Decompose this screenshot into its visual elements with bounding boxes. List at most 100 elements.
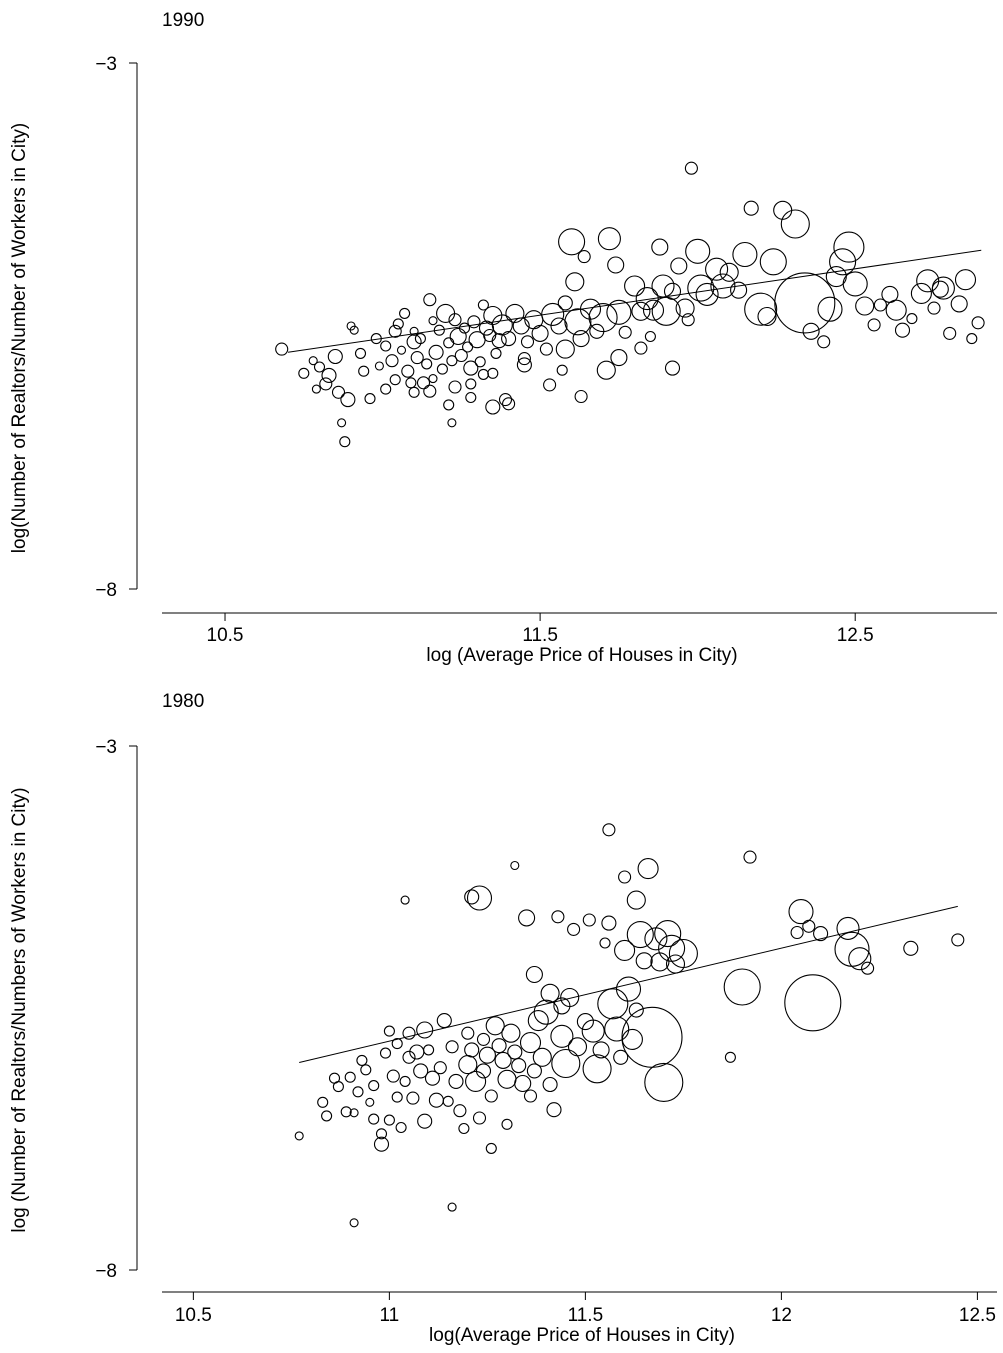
- bubble-point: [836, 916, 860, 940]
- bubble-point: [374, 361, 384, 371]
- bubble-point: [602, 823, 616, 837]
- bubble-point: [687, 274, 715, 302]
- chart-title-1990: 1990: [162, 10, 204, 31]
- bubble-point: [465, 1070, 487, 1092]
- bubble-point: [428, 374, 438, 384]
- bubble-point: [626, 890, 646, 910]
- bubble-point: [402, 1026, 416, 1040]
- bubble-point: [386, 1069, 400, 1083]
- bubble-point: [927, 301, 941, 315]
- bubble-point: [340, 1106, 352, 1118]
- bubble-point: [873, 298, 887, 312]
- bubble-point: [588, 303, 618, 333]
- bubble-point: [724, 1051, 736, 1063]
- bubble-point: [592, 1041, 610, 1059]
- bubble-point: [894, 322, 911, 338]
- bubble-point: [867, 318, 881, 332]
- bubble-point: [881, 285, 899, 303]
- bubble-point: [695, 282, 719, 306]
- bubble-point: [408, 386, 420, 398]
- bubble-point: [596, 360, 616, 380]
- bubble-point: [477, 368, 489, 380]
- bubble-point: [774, 272, 836, 334]
- bubble-point: [802, 322, 820, 340]
- bubble-point: [275, 342, 289, 356]
- bubble-point: [391, 1038, 403, 1050]
- bubble-point: [428, 316, 438, 326]
- bubble-point: [447, 418, 457, 428]
- bubble-point: [540, 983, 560, 1003]
- bubble-point: [396, 345, 407, 355]
- bubbles-1990: [275, 161, 985, 448]
- bubble-point: [675, 298, 695, 318]
- y-tick-label: −3: [95, 737, 117, 758]
- bubble-point: [635, 952, 653, 970]
- bubble-point: [971, 316, 985, 330]
- y-tick-label: −8: [95, 1261, 117, 1282]
- bubble-point: [558, 228, 586, 256]
- bubble-point: [474, 356, 486, 368]
- bubble-point: [364, 393, 376, 405]
- bubble-point: [834, 931, 870, 967]
- bubble-point: [472, 1111, 487, 1125]
- bubble-point: [531, 324, 549, 342]
- bubble-point: [405, 377, 417, 389]
- bubble-point: [464, 1042, 480, 1058]
- chart-title-1980: 1980: [162, 691, 204, 712]
- bubble-point: [340, 392, 356, 408]
- bubble-point: [339, 436, 351, 448]
- bubble-point: [379, 1047, 392, 1059]
- panel-1980: 1980 log (Number of Realtors/Numbers of …: [9, 691, 997, 1346]
- bubble-point: [400, 895, 410, 905]
- bubble-point: [906, 313, 918, 325]
- bubble-point: [354, 347, 367, 359]
- bubble-point: [556, 364, 568, 376]
- bubble-point: [705, 257, 729, 281]
- bubble-point: [784, 974, 842, 1032]
- bubble-point: [651, 274, 675, 298]
- bubble-point: [406, 334, 422, 350]
- y-tick-label: −8: [95, 580, 117, 601]
- bubble-point: [510, 860, 520, 871]
- bubble-point: [344, 1071, 356, 1083]
- bubble-point: [520, 335, 535, 349]
- bubble-point: [644, 1062, 684, 1102]
- bubble-point: [618, 870, 632, 884]
- x-tick-label: 11: [380, 1305, 400, 1326]
- bubble-point: [951, 933, 965, 947]
- x-tick-label: 12.5: [837, 625, 874, 646]
- bubble-point: [567, 1037, 588, 1057]
- bubble-point: [346, 321, 356, 331]
- bubble-point: [610, 349, 628, 367]
- bubble-point: [423, 293, 437, 307]
- bubble-point: [352, 1086, 364, 1098]
- bubble-point: [502, 397, 516, 411]
- bubble-point: [631, 301, 651, 321]
- bubble-point: [732, 241, 758, 268]
- bubble-point: [487, 367, 499, 379]
- bubble-point: [449, 327, 467, 346]
- bubble-point: [298, 367, 310, 379]
- bubble-point: [527, 1010, 549, 1032]
- bubble-point: [546, 1102, 562, 1118]
- bubble-point: [670, 257, 688, 275]
- bubble-point: [501, 1023, 521, 1043]
- bubble-point: [684, 161, 698, 175]
- bubble-point: [723, 968, 761, 1006]
- bubble-point: [443, 337, 455, 349]
- bubble-point: [337, 418, 347, 428]
- bubble-point: [491, 1038, 507, 1054]
- bubble-point: [424, 1070, 441, 1086]
- bubble-point: [416, 1021, 434, 1039]
- bubble-point: [311, 384, 321, 394]
- bubble-point: [416, 376, 431, 390]
- bubble-point: [567, 922, 581, 936]
- bubble-point: [368, 1080, 380, 1092]
- bubble-point: [399, 1075, 411, 1087]
- bubble-point: [829, 248, 857, 276]
- bubble-point: [833, 231, 865, 263]
- bubble-point: [664, 360, 681, 376]
- bubble-point: [543, 378, 557, 392]
- bubble-point: [399, 307, 411, 319]
- bubble-point: [485, 1016, 505, 1036]
